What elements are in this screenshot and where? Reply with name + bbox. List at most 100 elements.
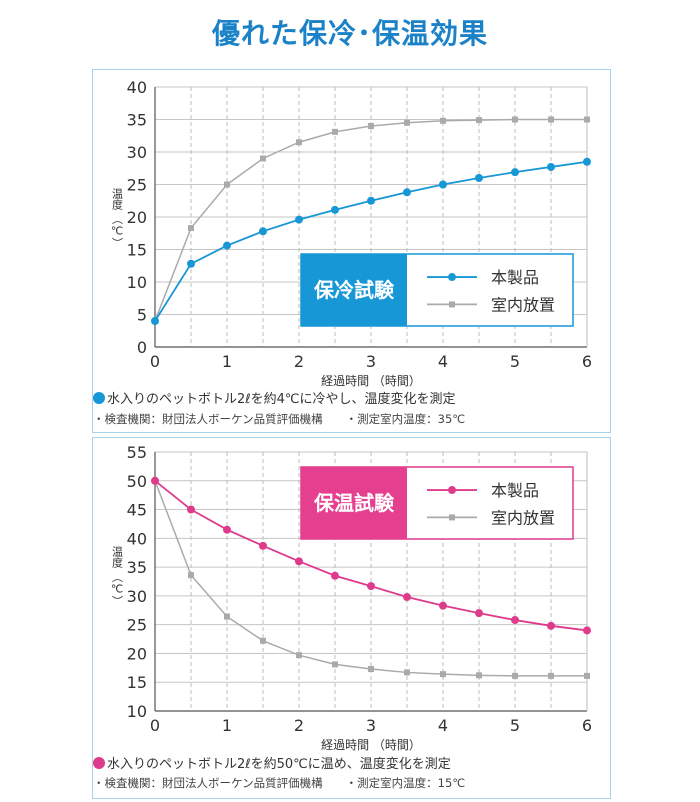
legend-test-label-bg <box>301 467 407 539</box>
legend-marker <box>449 514 455 521</box>
data-point <box>367 196 375 205</box>
y-tick-label: 15 <box>127 673 147 692</box>
legend-test-label: 保温試験 <box>313 491 395 515</box>
legend-series-name: 本製品 <box>491 481 539 500</box>
x-tick-label: 1 <box>222 716 232 735</box>
x-tick-label: 6 <box>582 352 592 371</box>
data-point <box>296 652 302 659</box>
y-tick-label: 20 <box>127 208 147 227</box>
data-point <box>404 669 410 676</box>
y-tick-label: 20 <box>127 644 147 663</box>
data-point <box>584 672 590 679</box>
x-tick-label: 0 <box>150 716 160 735</box>
y-tick-label: 30 <box>127 587 147 606</box>
y-tick-label: 25 <box>127 616 147 635</box>
heat-retention-panel: 10 15 20 25 30 35 40 45 50 55 0 1 2 3 4 5 6 経過時間 （時間） 温度 （… <box>92 437 611 799</box>
data-point <box>151 476 159 485</box>
data-point <box>187 505 195 514</box>
cold-retention-panel: 0 5 10 15 20 25 30 35 40 0 1 2 3 4 5 6 経過時間 （時間） 温度 （℃） 保冷… <box>92 69 611 433</box>
data-point <box>583 626 591 635</box>
y-tick-label: 5 <box>137 306 147 325</box>
heat-test-note: 水入りのペットボトル2ℓを約50℃に温め、温度変化を測定 <box>93 753 613 772</box>
cold-retention-chart: 0 5 10 15 20 25 30 35 40 0 1 2 3 4 5 6 経過時間 （時間） 温度 （℃） 保冷… <box>111 78 593 388</box>
x-tick-label: 6 <box>582 716 592 735</box>
data-point <box>260 637 266 644</box>
data-point <box>259 227 267 236</box>
data-point <box>404 119 410 126</box>
data-point <box>296 139 302 146</box>
data-point <box>583 157 591 166</box>
data-point <box>332 661 338 668</box>
data-point <box>584 116 590 123</box>
x-tick-label: 5 <box>510 716 520 735</box>
data-point <box>512 116 518 123</box>
x-tick-label: 2 <box>294 352 304 371</box>
legend-series-name: 本製品 <box>491 268 539 287</box>
data-point <box>475 609 483 618</box>
y-tick-label: 0 <box>137 338 147 357</box>
cold-test-note: 水入りのペットボトル2ℓを約4℃に冷やし、温度変化を測定 <box>93 388 613 407</box>
y-tick-label: 10 <box>127 273 147 292</box>
data-point <box>476 117 482 124</box>
legend-marker <box>448 486 456 495</box>
cold-test-note-text: 水入りのペットボトル2ℓを約4℃に冷やし、温度変化を測定 <box>107 392 456 407</box>
legend-marker <box>449 301 455 308</box>
x-tick-label: 5 <box>510 352 520 371</box>
y-tick-label: 35 <box>127 111 147 130</box>
y-tick-label: 45 <box>127 501 147 520</box>
x-tick-label: 3 <box>366 352 376 371</box>
y-tick-label: 35 <box>127 558 147 577</box>
data-point <box>511 616 519 625</box>
y-tick-label: 40 <box>127 78 147 97</box>
data-point <box>403 593 411 602</box>
data-point <box>187 259 195 268</box>
heat-test-note-text: 水入りのペットボトル2ℓを約50℃に温め、温度変化を測定 <box>107 757 451 772</box>
x-tick-label: 1 <box>222 352 232 371</box>
data-point <box>475 174 483 182</box>
page-title: 優れた保冷･保温効果 <box>211 17 488 50</box>
legend-test-label: 保冷試験 <box>313 278 395 302</box>
data-point <box>295 215 303 224</box>
data-point <box>188 572 194 579</box>
data-point <box>367 582 375 591</box>
data-point <box>331 205 339 214</box>
data-point <box>439 601 447 610</box>
data-point <box>151 317 159 325</box>
x-tick-label: 0 <box>150 352 160 371</box>
y-axis-label: 温度 （℃） <box>111 546 124 607</box>
data-point <box>224 181 230 188</box>
data-point <box>403 188 411 197</box>
y-tick-label: 10 <box>127 702 147 721</box>
data-point <box>295 557 303 566</box>
x-axis-label: 経過時間 （時間） <box>321 374 421 388</box>
data-point <box>223 525 231 534</box>
bullet-dot-icon <box>93 392 105 404</box>
data-point <box>548 672 554 679</box>
x-tick-label: 2 <box>294 716 304 735</box>
data-point <box>224 613 230 620</box>
data-point <box>260 155 266 162</box>
data-point <box>439 180 447 189</box>
x-tick-label: 4 <box>438 352 448 371</box>
y-tick-label: 55 <box>127 443 147 462</box>
bullet-dot-icon <box>93 757 105 769</box>
data-point <box>476 672 482 679</box>
x-tick-label: 4 <box>438 716 448 735</box>
y-tick-label: 50 <box>127 472 147 491</box>
x-axis-label: 経過時間 （時間） <box>321 738 421 752</box>
legend-test-label-bg <box>301 254 407 326</box>
data-point <box>512 672 518 679</box>
data-point <box>547 621 555 630</box>
x-tick-label: 3 <box>366 716 376 735</box>
data-point <box>368 665 374 672</box>
data-point <box>331 571 339 580</box>
y-tick-label: 15 <box>127 241 147 260</box>
data-point <box>223 241 231 250</box>
y-tick-label: 25 <box>127 176 147 195</box>
legend-series-name: 室内放置 <box>491 295 555 314</box>
cold-test-subnote: ・検査機関：財団法人ボーケン品質評価機構 ・測定室内温度：35℃ <box>93 412 466 426</box>
y-tick-label: 40 <box>127 529 147 548</box>
data-point <box>548 116 554 123</box>
y-tick-label: 30 <box>127 143 147 162</box>
